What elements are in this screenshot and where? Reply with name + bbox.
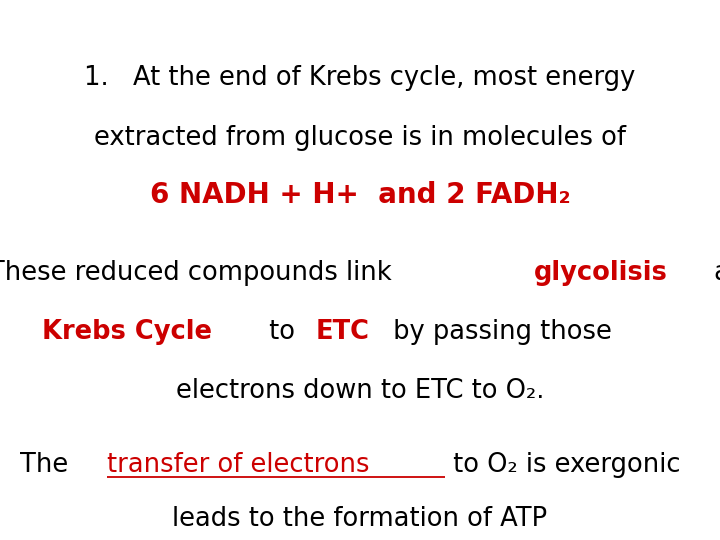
Text: by passing those: by passing those <box>385 319 612 345</box>
Text: 6 NADH + H+  and 2 FADH₂: 6 NADH + H+ and 2 FADH₂ <box>150 181 570 210</box>
Text: ETC: ETC <box>315 319 369 345</box>
Text: Krebs Cycle: Krebs Cycle <box>42 319 212 345</box>
Text: electrons down to ETC to O₂.: electrons down to ETC to O₂. <box>176 379 544 404</box>
Text: 3.   The: 3. The <box>0 453 76 478</box>
Text: and: and <box>706 260 720 286</box>
Text: 1.   At the end of Krebs cycle, most energy: 1. At the end of Krebs cycle, most energ… <box>84 65 636 91</box>
Text: extracted from glucose is in molecules of: extracted from glucose is in molecules o… <box>94 125 626 151</box>
Text: glycolisis: glycolisis <box>534 260 667 286</box>
Text: transfer of electrons: transfer of electrons <box>107 453 369 478</box>
Text: leads to the formation of ATP: leads to the formation of ATP <box>172 507 548 532</box>
Text: to O₂ is exergonic: to O₂ is exergonic <box>446 453 681 478</box>
Text: to: to <box>261 319 303 345</box>
Text: 2.   These reduced compounds link: 2. These reduced compounds link <box>0 260 400 286</box>
